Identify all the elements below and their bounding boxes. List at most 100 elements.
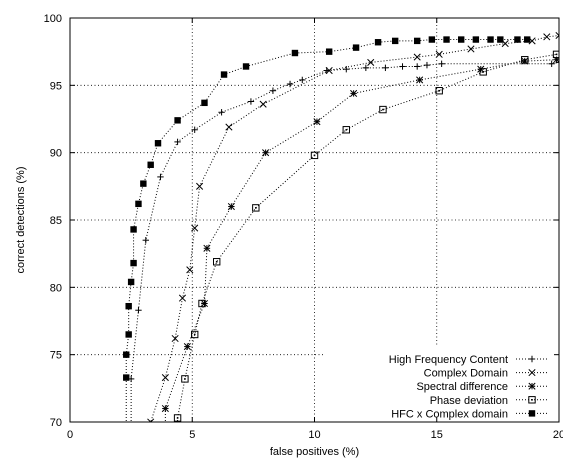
marker-dot [531, 399, 533, 401]
data-point [174, 138, 181, 146]
data-point [497, 36, 504, 43]
marker-fill [125, 331, 132, 338]
data-point [252, 204, 260, 212]
marker-fill [154, 140, 162, 147]
ticks-layer: 0 5 10 15 20 70 75 80 85 90 95 100 [44, 13, 563, 441]
data-point [171, 334, 179, 343]
marker-stroke [183, 343, 191, 351]
data-point [362, 64, 370, 72]
data-point [181, 375, 189, 383]
data-point [259, 100, 267, 108]
data-point [528, 355, 536, 363]
data-point [413, 63, 421, 70]
data-point [438, 60, 445, 67]
marker-stroke [310, 151, 319, 160]
marker-dot [555, 53, 558, 56]
y-tick-label: 100 [44, 13, 62, 25]
marker-stroke [213, 258, 221, 266]
data-point [435, 87, 443, 95]
data-point [269, 87, 277, 94]
marker-stroke [413, 53, 421, 61]
marker-fill [291, 49, 299, 57]
marker-stroke [191, 224, 199, 232]
marker-stroke [325, 66, 333, 75]
marker-stroke [173, 414, 182, 422]
x-axis-title: false positives (%) [270, 446, 359, 458]
data-point [548, 60, 555, 67]
marker-stroke [149, 418, 155, 422]
marker-fill [220, 71, 228, 78]
data-point [325, 48, 333, 55]
marker-stroke [555, 34, 559, 40]
data-point [374, 39, 382, 46]
marker-dot [193, 333, 196, 336]
legend: High Frequency Content Complex DomainSpec… [389, 354, 548, 420]
data-point [213, 258, 221, 266]
marker-fill [443, 36, 450, 43]
data-point [203, 244, 211, 252]
data-point [154, 140, 162, 147]
marker-stroke [501, 40, 509, 48]
series-spectral-difference [161, 56, 559, 422]
data-point [190, 330, 199, 339]
data-point [399, 63, 406, 70]
data-point [198, 299, 206, 308]
data-point [183, 343, 191, 351]
data-point [299, 76, 306, 84]
data-point [227, 202, 235, 211]
data-point [174, 117, 181, 124]
marker-stroke [200, 299, 209, 308]
y-tick-label: 85 [50, 215, 62, 227]
data-point [191, 126, 198, 133]
marker-stroke [190, 330, 199, 339]
marker-fill [147, 161, 154, 168]
data-point [350, 89, 358, 97]
marker-stroke [477, 65, 485, 73]
data-point [225, 123, 233, 131]
data-point [342, 126, 350, 134]
marker-dot [438, 89, 440, 92]
marker-stroke [227, 202, 235, 211]
data-point [178, 294, 187, 302]
data-point [467, 45, 475, 53]
data-point [140, 180, 147, 187]
data-point [528, 369, 536, 377]
data-point [543, 33, 551, 41]
marker-stroke [225, 123, 233, 131]
data-point [242, 63, 250, 70]
x-tick-label: 20 [553, 429, 563, 441]
data-point [528, 382, 536, 390]
marker-stroke [528, 37, 536, 45]
marker-fill [140, 180, 147, 187]
data-point [382, 64, 389, 72]
marker-fill [127, 278, 135, 286]
marker-fill [125, 302, 132, 310]
marker-fill [413, 37, 421, 45]
marker-fill [472, 36, 480, 43]
data-point [435, 50, 443, 58]
y-tick-label: 75 [50, 350, 62, 362]
data-point [161, 374, 169, 382]
legend-label: HFC x Complex domain [391, 408, 508, 420]
series-line [177, 53, 557, 422]
marker-fill [497, 36, 504, 43]
data-point [443, 36, 450, 43]
data-point [310, 151, 319, 160]
marker-fill [123, 374, 130, 381]
marker-stroke [342, 126, 350, 134]
marker-stroke [178, 294, 187, 302]
marker-fill [528, 410, 536, 417]
data-point [123, 351, 130, 358]
data-point [458, 36, 465, 43]
marker-dot [201, 302, 203, 305]
marker-fill [487, 36, 494, 43]
data-point [130, 259, 137, 267]
marker-stroke [147, 418, 152, 422]
y-axis-title: correct detections (%) [15, 167, 27, 274]
data-point [147, 418, 155, 422]
marker-stroke [198, 299, 206, 308]
marker-fill [123, 351, 130, 358]
legend-label: Spectral difference [416, 381, 508, 393]
data-point [514, 36, 521, 43]
